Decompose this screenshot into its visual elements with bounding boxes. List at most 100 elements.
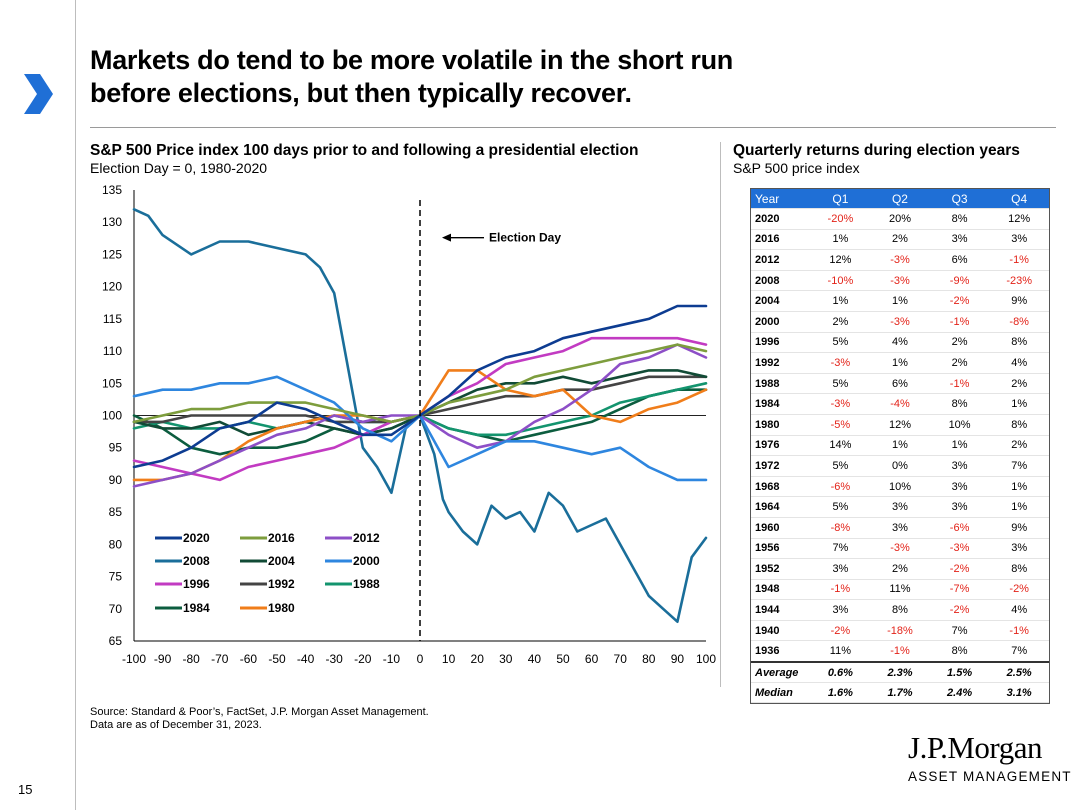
- year-cell: 1972: [751, 455, 811, 477]
- summary-value: 2.5%: [989, 661, 1049, 684]
- return-cell: -3%: [929, 538, 990, 560]
- page-title: Markets do tend to be more volatile in t…: [90, 44, 990, 110]
- table-row: 1988 5% 6% -1% 2%: [751, 373, 1049, 395]
- y-tick-label: 80: [109, 537, 123, 551]
- return-cell: -2%: [989, 579, 1049, 601]
- return-cell: 1%: [989, 496, 1049, 518]
- x-tick-label: 10: [442, 652, 456, 666]
- year-cell: 1956: [751, 538, 811, 560]
- legend-label-1984: 1984: [183, 601, 210, 615]
- return-cell: 1%: [989, 393, 1049, 415]
- table-subtitle: S&P 500 price index: [733, 160, 860, 176]
- return-cell: -3%: [810, 393, 871, 415]
- return-cell: -20%: [810, 208, 871, 230]
- x-tick-label: 60: [585, 652, 599, 666]
- line-chart: 13513012512011511010510095908580757065-1…: [102, 183, 716, 666]
- return-cell: 3%: [929, 496, 990, 518]
- jpmorgan-logo: J.P.Morgan ASSET MANAGEMENT: [908, 731, 1072, 785]
- year-cell: 2016: [751, 229, 811, 251]
- return-cell: 1%: [870, 352, 930, 374]
- return-cell: 7%: [989, 455, 1049, 477]
- return-cell: -1%: [810, 579, 871, 601]
- return-cell: -8%: [810, 517, 871, 539]
- table-row: 1936 11% -1% 8% 7%: [751, 640, 1049, 663]
- x-tick-label: 30: [499, 652, 513, 666]
- x-tick-label: -70: [211, 652, 229, 666]
- source-note: Source: Standard & Poor’s, FactSet, J.P.…: [90, 706, 429, 732]
- y-tick-label: 100: [102, 409, 122, 423]
- return-cell: 3%: [989, 229, 1049, 251]
- return-cell: -1%: [929, 373, 990, 395]
- summary-value: 1.5%: [929, 661, 990, 684]
- x-tick-label: -50: [268, 652, 286, 666]
- return-cell: -2%: [929, 290, 990, 312]
- summary-value: 2.4%: [929, 682, 990, 704]
- year-cell: 2012: [751, 249, 811, 271]
- return-cell: 1%: [810, 290, 871, 312]
- return-cell: 2%: [870, 558, 930, 580]
- year-cell: 1992: [751, 352, 811, 374]
- return-cell: 1%: [929, 435, 990, 457]
- table-row: 2004 1% 1% -2% 9%: [751, 290, 1049, 312]
- return-cell: 20%: [870, 208, 930, 230]
- chart-subtitle: Election Day = 0, 1980-2020: [90, 160, 268, 176]
- y-tick-label: 65: [109, 634, 123, 648]
- year-cell: 2020: [751, 208, 811, 230]
- title-line-2: before elections, but then typically rec…: [90, 78, 632, 108]
- return-cell: 3%: [870, 496, 930, 518]
- return-cell: -3%: [870, 249, 930, 271]
- x-tick-label: 40: [528, 652, 542, 666]
- logo-subtitle: ASSET MANAGEMENT: [908, 769, 1072, 784]
- source-line-2: Data are as of December 31, 2023.: [90, 719, 262, 731]
- summary-value: 1.7%: [870, 682, 930, 704]
- return-cell: -23%: [989, 270, 1049, 292]
- year-cell: 1984: [751, 393, 811, 415]
- table-row: 1960 -8% 3% -6% 9%: [751, 517, 1049, 539]
- return-cell: 12%: [870, 414, 930, 436]
- summary-value: 2.3%: [870, 661, 930, 684]
- y-tick-label: 130: [102, 215, 122, 229]
- left-rule: [75, 0, 76, 810]
- legend-label-1980: 1980: [268, 601, 295, 615]
- return-cell: -3%: [810, 352, 871, 374]
- return-cell: 10%: [870, 476, 930, 498]
- table-header-cell: Q3: [929, 189, 990, 209]
- page-number: 15: [18, 782, 33, 797]
- return-cell: -1%: [870, 640, 930, 663]
- return-cell: 2%: [810, 311, 871, 333]
- return-cell: 8%: [870, 599, 930, 621]
- return-cell: -9%: [929, 270, 990, 292]
- y-tick-label: 70: [109, 602, 123, 616]
- legend-label-2004: 2004: [268, 554, 295, 568]
- return-cell: 5%: [810, 373, 871, 395]
- title-line-1: Markets do tend to be more volatile in t…: [90, 45, 733, 75]
- table-row: 1956 7% -3% -3% 3%: [751, 538, 1049, 560]
- year-cell: 1960: [751, 517, 811, 539]
- return-cell: -18%: [870, 620, 930, 642]
- return-cell: 0%: [870, 455, 930, 477]
- return-cell: 2%: [929, 352, 990, 374]
- return-cell: 3%: [929, 455, 990, 477]
- x-tick-label: 70: [614, 652, 628, 666]
- y-tick-label: 105: [102, 376, 122, 390]
- year-cell: 2000: [751, 311, 811, 333]
- return-cell: 8%: [989, 332, 1049, 354]
- return-cell: 10%: [929, 414, 990, 436]
- year-cell: 1936: [751, 640, 811, 663]
- x-tick-label: -60: [240, 652, 258, 666]
- year-cell: 1968: [751, 476, 811, 498]
- summary-value: 3.1%: [989, 682, 1049, 704]
- table-header-cell: Year: [751, 189, 811, 209]
- return-cell: -7%: [929, 579, 990, 601]
- return-cell: 5%: [810, 332, 871, 354]
- x-tick-label: 100: [696, 652, 716, 666]
- return-cell: 8%: [989, 558, 1049, 580]
- return-cell: 9%: [989, 517, 1049, 539]
- return-cell: 7%: [810, 538, 871, 560]
- return-cell: 1%: [870, 435, 930, 457]
- table-row: 1984 -3% -4% 8% 1%: [751, 393, 1049, 415]
- x-tick-label: -20: [354, 652, 372, 666]
- legend-label-1992: 1992: [268, 577, 295, 591]
- return-cell: 6%: [929, 249, 990, 271]
- y-tick-label: 115: [103, 312, 122, 326]
